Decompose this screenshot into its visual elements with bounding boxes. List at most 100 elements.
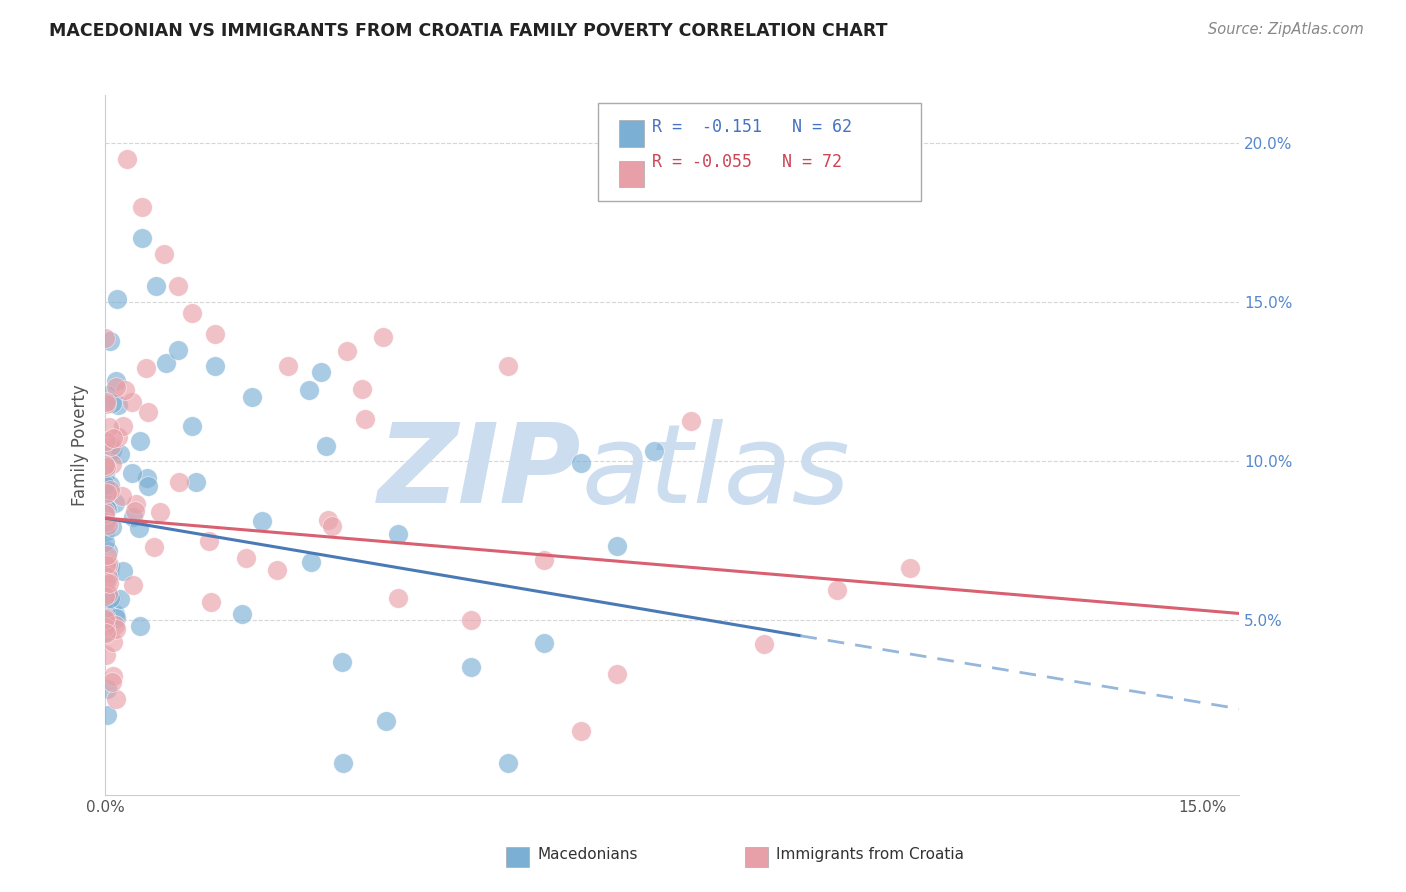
Point [107, 430, 129, 444]
Point [200, 595, 222, 609]
Point [97, 420, 120, 434]
Point [606, 539, 628, 553]
Point [460, 660, 482, 674]
Point [460, 613, 482, 627]
Point [387, 527, 409, 541]
Point [98, 334, 121, 349]
Text: Source: ZipAtlas.com: Source: ZipAtlas.com [1208, 22, 1364, 37]
Point [114, 383, 136, 397]
Point [100, 591, 122, 606]
Point [167, 343, 190, 357]
Point [131, 231, 153, 245]
Point [277, 359, 299, 373]
Point [387, 591, 409, 606]
Point [135, 361, 157, 376]
Point [97, 587, 120, 601]
Point [96, 558, 118, 572]
Point [94, 624, 117, 639]
Point [533, 553, 555, 567]
Point [97, 517, 120, 532]
Point [96, 486, 118, 500]
Point [101, 431, 124, 445]
Point [97, 543, 120, 558]
Point [98, 477, 121, 491]
Text: R =  -0.151   N = 62: R = -0.151 N = 62 [652, 118, 852, 136]
Point [898, 561, 921, 575]
Point [152, 247, 174, 261]
Point [315, 439, 337, 453]
Point [100, 520, 122, 534]
Point [94, 467, 117, 481]
Point [96, 682, 118, 697]
Point [131, 200, 153, 214]
Point [336, 344, 359, 359]
Point [125, 497, 148, 511]
Point [198, 533, 221, 548]
Point [96, 388, 118, 402]
Point [94, 602, 117, 616]
Point [100, 674, 122, 689]
Point [496, 359, 519, 373]
Point [111, 489, 134, 503]
Text: Macedonians: Macedonians [537, 847, 637, 863]
Point [107, 398, 129, 412]
Point [98, 591, 121, 606]
Point [101, 635, 124, 649]
Point [97, 558, 120, 573]
Point [94, 611, 117, 625]
Point [121, 395, 143, 409]
Point [94, 504, 117, 518]
Point [112, 565, 135, 579]
Point [124, 504, 146, 518]
Point [143, 541, 166, 555]
Point [679, 414, 702, 428]
Point [96, 459, 118, 474]
Point [104, 692, 127, 706]
Point [94, 330, 117, 344]
Point [100, 483, 122, 498]
Point [167, 475, 190, 490]
Point [145, 279, 167, 293]
Point [98, 576, 121, 591]
Point [299, 555, 322, 569]
Point [167, 279, 190, 293]
Point [240, 390, 263, 404]
Point [104, 495, 127, 509]
Point [121, 467, 143, 481]
Point [606, 666, 628, 681]
Point [97, 570, 120, 584]
Text: ZIP: ZIP [378, 419, 582, 526]
Point [309, 365, 332, 379]
Point [121, 510, 143, 524]
Text: Immigrants from Croatia: Immigrants from Croatia [776, 847, 965, 863]
Point [375, 714, 398, 728]
Point [105, 623, 128, 637]
Point [97, 556, 120, 570]
Point [94, 612, 117, 626]
Point [96, 460, 118, 475]
Point [94, 648, 117, 662]
Point [103, 669, 125, 683]
Point [96, 708, 118, 723]
Point [94, 614, 117, 628]
Point [121, 577, 143, 591]
Point [643, 444, 665, 458]
Point [371, 330, 394, 344]
Point [94, 478, 117, 492]
Point [350, 382, 373, 396]
Point [129, 434, 152, 448]
Point [128, 619, 150, 633]
Point [94, 515, 117, 529]
Point [94, 565, 117, 579]
Point [101, 396, 124, 410]
Point [110, 591, 132, 606]
Point [330, 655, 353, 669]
Point [94, 525, 117, 540]
Point [136, 405, 159, 419]
Point [94, 500, 117, 515]
Point [105, 611, 128, 625]
Point [94, 397, 117, 411]
Point [101, 457, 124, 471]
Point [252, 514, 274, 528]
Point [105, 292, 128, 306]
